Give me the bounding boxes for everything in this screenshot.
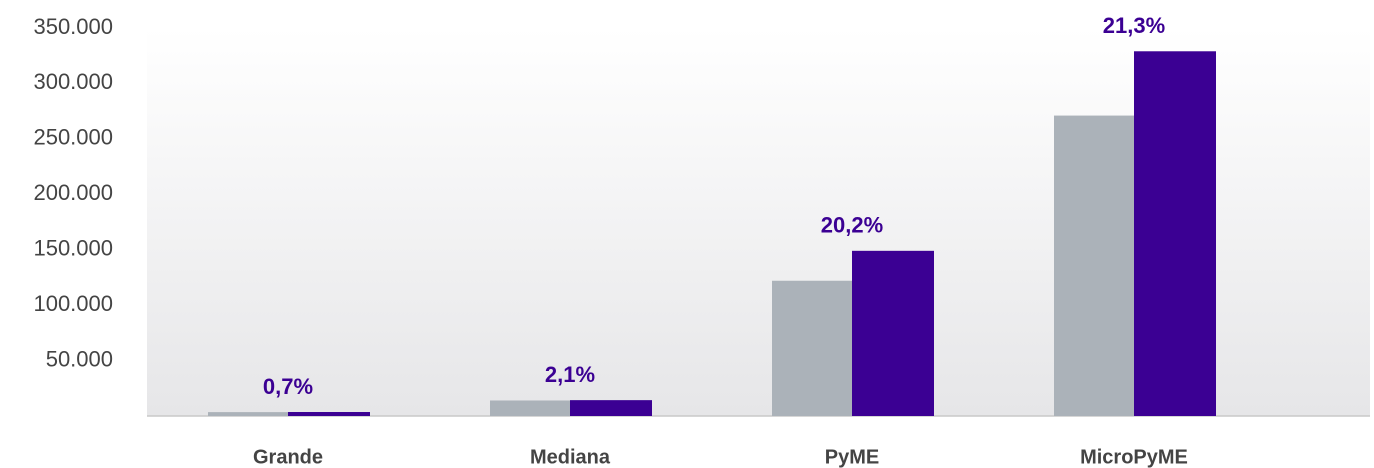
y-tick-label: 50.000 (46, 346, 113, 371)
annotation: 20,2% (821, 213, 883, 238)
bar (772, 280, 852, 416)
annotation: 2,1% (545, 362, 595, 387)
y-tick-label: 250.000 (33, 125, 113, 150)
x-tick-label: MicroPyME (1080, 446, 1188, 468)
bar (1134, 51, 1216, 416)
bar (490, 400, 570, 416)
bar (288, 412, 370, 416)
x-tick-label: PyME (825, 446, 879, 468)
bar (208, 412, 288, 416)
bar (570, 400, 652, 416)
y-tick-label: 100.000 (33, 291, 113, 316)
annotation: 0,7% (263, 374, 313, 399)
bar (1054, 115, 1134, 416)
y-tick-label: 350.000 (33, 14, 113, 39)
x-tick-label: Mediana (530, 446, 611, 468)
x-tick-label: Grande (253, 446, 323, 468)
y-tick-label: 300.000 (33, 69, 113, 94)
annotation: 21,3% (1103, 13, 1165, 38)
y-tick-label: 200.000 (33, 180, 113, 205)
bar (852, 250, 934, 416)
y-tick-label: 150.000 (33, 236, 113, 261)
